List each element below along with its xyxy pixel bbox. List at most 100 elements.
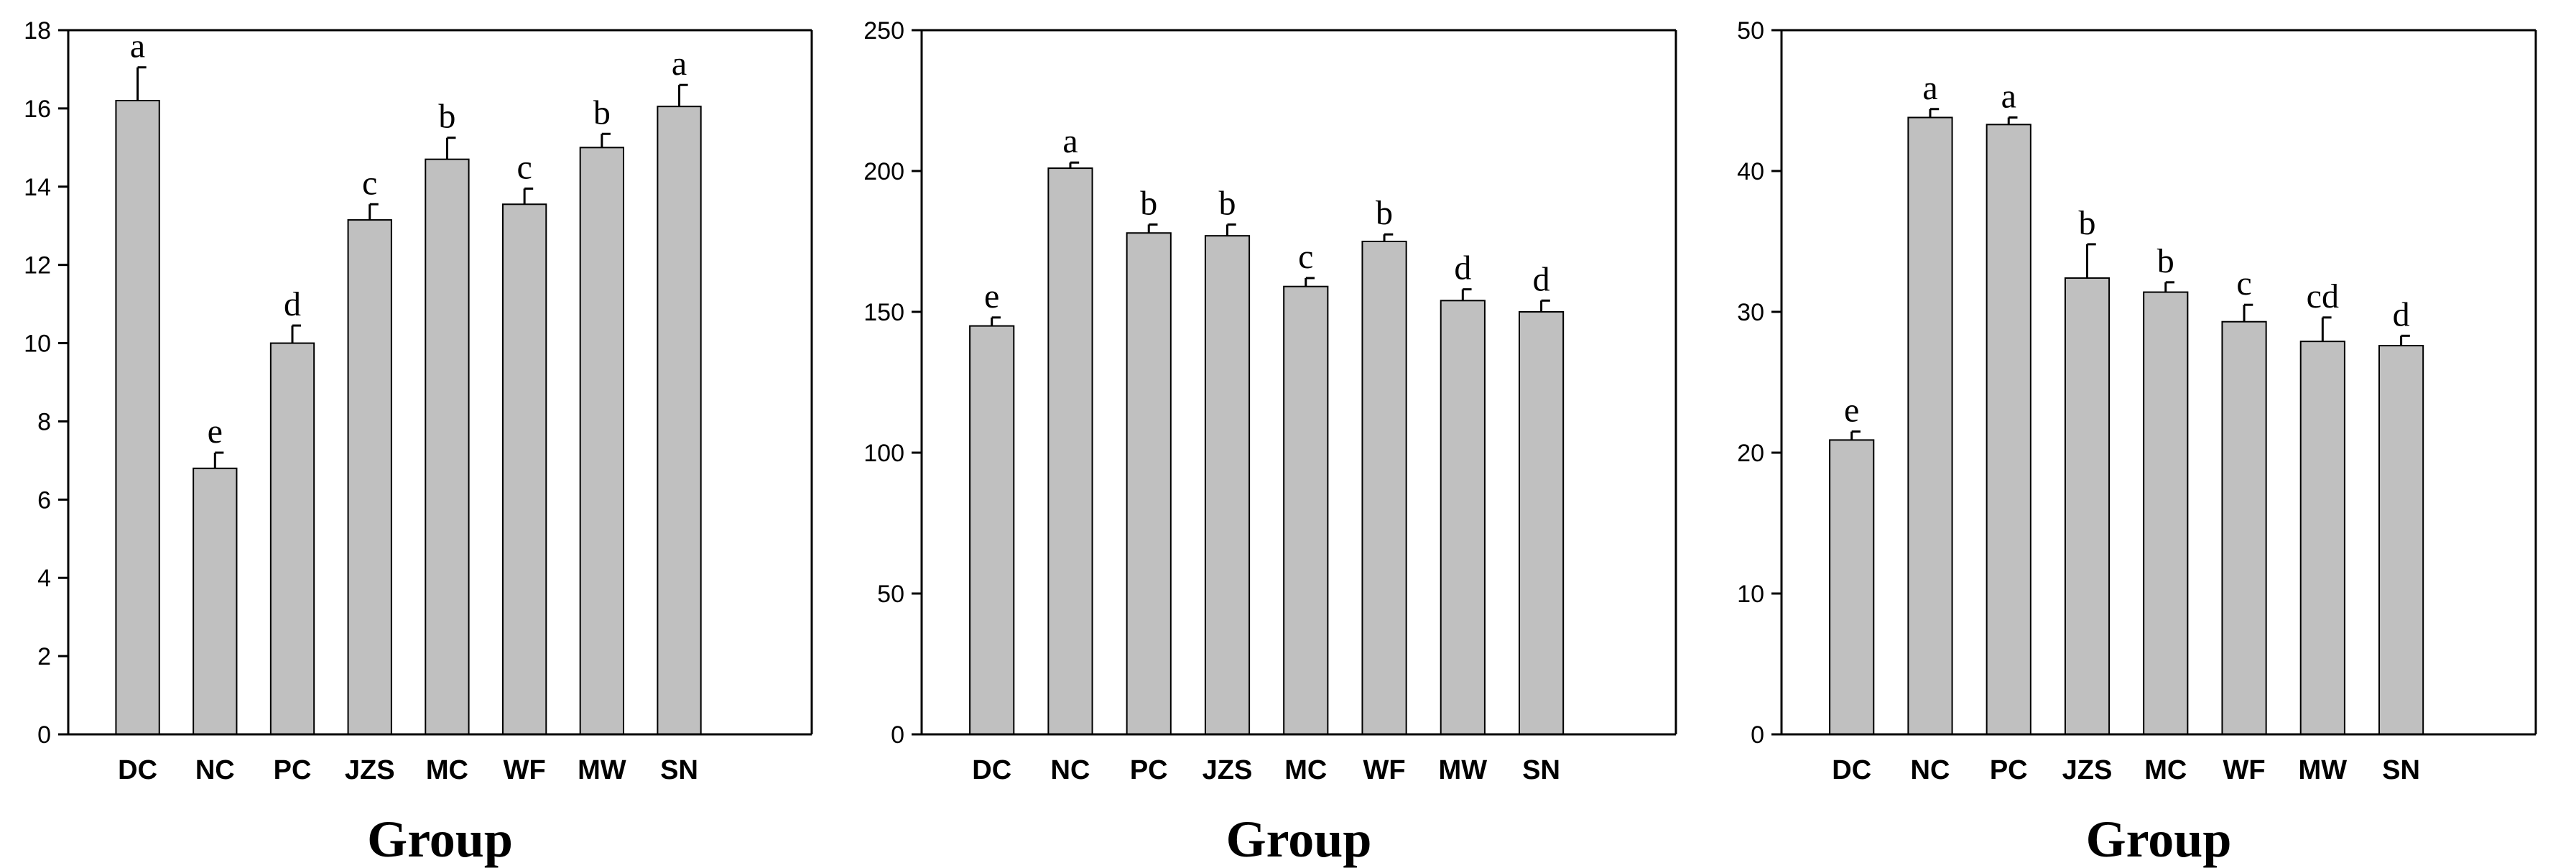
mda-bar-sn <box>657 106 702 735</box>
gshpx-xtick-label: MW <box>2299 755 2348 785</box>
mda-significance-label: c <box>362 164 377 202</box>
mda-ytick-label: 16 <box>24 96 51 123</box>
sod-xtick-label: NC <box>1051 755 1090 785</box>
gshpx-ytick-label: 20 <box>1737 440 1764 467</box>
gshpx-significance-label: c <box>2236 264 2251 303</box>
mda-ytick-label: 10 <box>24 331 51 358</box>
sod-bar-chart: 0 50 100 150 200 250 e DC a NC b PC b JZS c MC b WF d MW d SN… <box>863 17 1677 868</box>
sod-significance-label: b <box>1376 194 1393 232</box>
mda-significance-label: e <box>208 412 223 451</box>
sod-significance-label: d <box>1533 260 1550 298</box>
mda-significance-label: b <box>593 93 611 131</box>
gshpx-bar-jzs <box>2064 277 2111 735</box>
mda-significance-label: a <box>130 27 145 65</box>
mda-ytick-label: 4 <box>37 565 51 592</box>
gshpx-xtick-label: PC <box>1990 755 2028 785</box>
mda-significance-label: a <box>672 45 687 83</box>
mda-ytick-label: 18 <box>24 17 51 45</box>
mda-ytick-label: 12 <box>24 252 51 280</box>
sod-xtick-label: JZS <box>1203 755 1253 785</box>
sod-xtick-label: DC <box>972 755 1011 785</box>
sod-ytick-label: 0 <box>891 721 904 749</box>
mda-xtick-label: WF <box>504 755 546 785</box>
sod-significance-label: e <box>984 277 999 315</box>
gshpx-significance-label: b <box>2079 204 2096 242</box>
mda-xtick-label: JZS <box>345 755 395 785</box>
gshpx-xtick-label: DC <box>1832 755 1871 785</box>
mda-significance-label: b <box>438 98 455 136</box>
gshpx-chart-panel: 0 10 20 30 40 50 e DC a NC a PC b JZS b MC c WF cd MW d SN Gro… <box>1718 0 2576 868</box>
sod-xtick-label: MW <box>1439 755 1488 785</box>
gshpx-significance-label: d <box>2393 295 2410 333</box>
gshpx-ytick-label: 30 <box>1737 299 1764 326</box>
sod-ytick-label: 200 <box>863 158 904 185</box>
sod-bar-nc <box>1047 167 1093 735</box>
mda-chart-panel: 0 2 4 6 8 10 12 14 16 18 a DC e NC d PC c JZS b MC c WF b MW a SN… <box>0 0 859 868</box>
gshpx-significance-label: a <box>1922 69 1937 107</box>
gshpx-ytick-label: 0 <box>1751 721 1764 749</box>
mda-bar-mc <box>425 158 470 735</box>
sod-ytick-label: 150 <box>863 299 904 326</box>
mda-significance-label: c <box>516 149 532 187</box>
sod-bar-mw <box>1440 300 1486 735</box>
mda-bar-chart: 0 2 4 6 8 10 12 14 16 18 a DC e NC d PC c JZS b MC c WF b MW a SN… <box>24 17 813 868</box>
mda-x-axis-title: Group <box>367 811 513 868</box>
mda-bar-pc <box>269 342 315 735</box>
gshpx-x-axis-title: Group <box>2086 811 2232 868</box>
mda-bar-jzs <box>347 219 392 735</box>
gshpx-significance-label: a <box>2001 78 2016 116</box>
mda-xtick-label: DC <box>118 755 157 785</box>
sod-xtick-label: SN <box>1522 755 1560 785</box>
gshpx-xtick-label: JZS <box>2062 755 2113 785</box>
mda-ytick-label: 6 <box>37 486 51 514</box>
mda-significance-label: d <box>284 285 301 323</box>
gshpx-bar-dc <box>1829 439 1875 735</box>
gshpx-bar-pc <box>1986 124 2031 735</box>
gshpx-significance-label: b <box>2157 242 2174 280</box>
gshpx-bar-mc <box>2143 291 2189 735</box>
mda-ytick-label: 8 <box>37 408 51 435</box>
sod-significance-label: a <box>1062 122 1078 160</box>
sod-ytick-label: 100 <box>863 440 904 467</box>
mda-xtick-label: PC <box>274 755 312 785</box>
sod-bar-jzs <box>1204 235 1251 736</box>
sod-xtick-label: PC <box>1130 755 1168 785</box>
sod-ytick-label: 250 <box>863 17 904 45</box>
gshpx-bar-wf <box>2221 320 2267 736</box>
sod-xtick-label: MC <box>1284 755 1327 785</box>
sod-bar-pc <box>1126 232 1172 735</box>
mda-xtick-label: MC <box>426 755 468 785</box>
gshpx-bar-nc <box>1907 116 1953 735</box>
gshpx-significance-label: e <box>1844 392 1859 430</box>
sod-significance-label: c <box>1298 238 1313 276</box>
sod-chart-panel: 0 50 100 150 200 250 e DC a NC b PC b JZS c MC b WF d MW d SN… <box>859 0 1718 868</box>
gshpx-ytick-label: 40 <box>1737 158 1764 185</box>
sod-significance-label: b <box>1219 184 1236 222</box>
mda-ytick-label: 0 <box>37 721 51 749</box>
mda-xtick-label: SN <box>660 755 698 785</box>
sod-x-axis-title: Group <box>1226 811 1372 868</box>
mda-bar-nc <box>193 467 238 735</box>
gshpx-bar-sn <box>2378 345 2424 736</box>
gshpx-bar-chart: 0 10 20 30 40 50 e DC a NC a PC b JZS b MC c WF cd MW d SN Gro… <box>1737 17 2537 868</box>
mda-ytick-label: 14 <box>24 174 51 201</box>
sod-significance-label: d <box>1454 249 1471 287</box>
sod-bar-wf <box>1361 241 1407 735</box>
gshpx-significance-label: cd <box>2307 277 2339 315</box>
mda-bar-mw <box>579 147 624 736</box>
mda-xtick-label: MW <box>578 755 626 785</box>
sod-ytick-label: 50 <box>877 581 904 608</box>
gshpx-ytick-label: 50 <box>1737 17 1764 45</box>
sod-significance-label: b <box>1140 184 1157 222</box>
mda-ytick-label: 2 <box>37 643 51 670</box>
sod-bar-mc <box>1283 285 1329 736</box>
mda-xtick-label: NC <box>195 755 235 785</box>
sod-xtick-label: WF <box>1363 755 1406 785</box>
gshpx-xtick-label: SN <box>2382 755 2420 785</box>
mda-bar-wf <box>501 203 547 735</box>
gshpx-bar-mw <box>2299 341 2345 736</box>
gshpx-xtick-label: NC <box>1911 755 1950 785</box>
gshpx-ytick-label: 10 <box>1737 581 1764 608</box>
mda-bar-dc <box>115 100 160 735</box>
